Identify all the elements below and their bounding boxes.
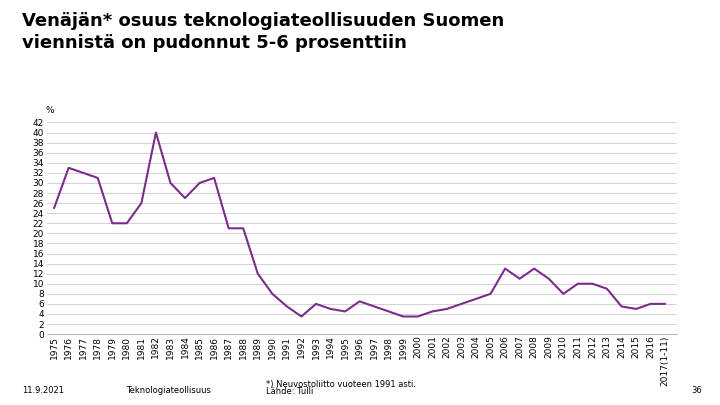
Text: *) Neuvostoliitto vuoteen 1991 asti.: *) Neuvostoliitto vuoteen 1991 asti. xyxy=(266,380,416,389)
Text: 36: 36 xyxy=(691,386,702,395)
Text: Venäjän* osuus teknologiateollisuuden Suomen
viennistä on pudonnut 5-6 prosentti: Venäjän* osuus teknologiateollisuuden Su… xyxy=(22,12,504,52)
Text: 11.9.2021: 11.9.2021 xyxy=(22,386,63,395)
Text: %: % xyxy=(45,106,54,115)
Text: Lähde: Tulli: Lähde: Tulli xyxy=(266,387,314,396)
Bar xyxy=(644,45,676,81)
Text: Teknologiateollisuus: Teknologiateollisuus xyxy=(126,386,211,395)
